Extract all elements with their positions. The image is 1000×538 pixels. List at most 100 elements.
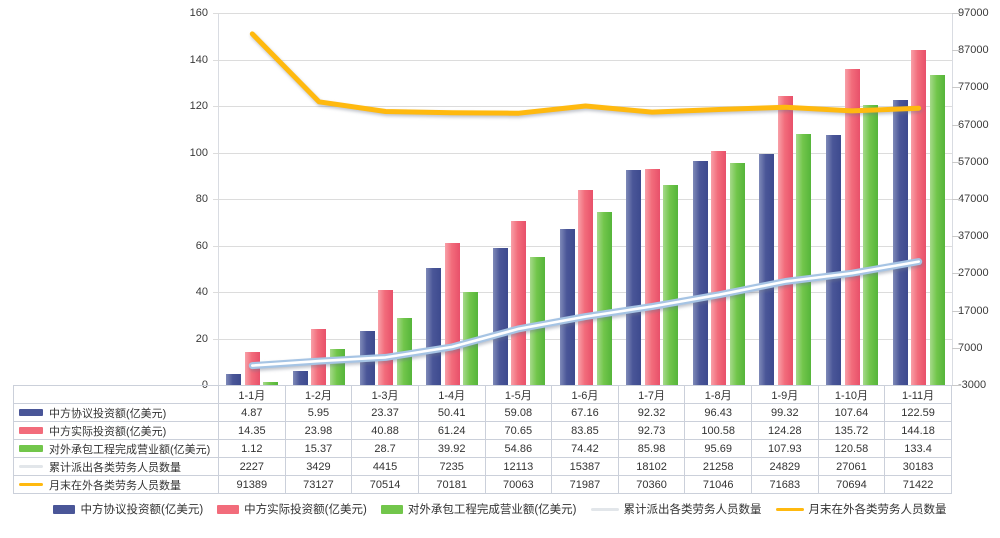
- value-cell: 122.59: [884, 403, 952, 422]
- legend-swatch-icon: [380, 504, 403, 514]
- bar-中方协议投资额(亿美元)-1-10月[interactable]: [826, 134, 842, 385]
- legend-item[interactable]: 中方实际投资额(亿美元): [217, 501, 367, 517]
- right-axis-tick: [952, 347, 961, 349]
- month-header: 1-3月: [351, 385, 419, 404]
- legend-item[interactable]: 对外承包工程完成营业额(亿美元): [380, 501, 577, 517]
- right-axis-tick: [952, 13, 961, 14]
- value-cell: 70360: [617, 475, 686, 494]
- right-axis: -3000 7000 17000 27000 37000 47000 57000 67000 7…: [958, 7, 1000, 391]
- table-row: 中方实际投资额(亿美元) 14.35 23.98 40.88 61.24 70.65 83.…: [13, 421, 952, 440]
- value-cell: 144.18: [884, 421, 952, 440]
- series-swatch-icon: [19, 465, 43, 468]
- line-月末在外各类劳务人员数量[interactable]: [249, 31, 922, 116]
- value-cell: 21258: [684, 457, 752, 476]
- value-cell: 28.7: [351, 439, 419, 458]
- bar-中方协议投资额(亿美元)-1-4月[interactable]: [426, 267, 442, 385]
- month-header: 1-5月: [484, 385, 553, 404]
- series-label-cell: 月末在外各类劳务人员数量: [13, 475, 219, 494]
- legend-item[interactable]: 累计派出各类劳务人员数量: [590, 501, 762, 517]
- value-cell: 4415: [351, 457, 419, 476]
- bar-中方实际投资额(亿美元)-1-8月[interactable]: [711, 151, 727, 385]
- bar-中方实际投资额(亿美元)-1-2月[interactable]: [311, 329, 327, 385]
- value-cell: 70063: [484, 475, 553, 494]
- legend-swatch-icon: [217, 504, 240, 514]
- bar-对外承包工程完成营业额(亿美元)-1-8月[interactable]: [729, 162, 745, 385]
- gridline: [213, 59, 952, 61]
- bar-中方协议投资额(亿美元)-1-8月[interactable]: [692, 160, 708, 385]
- line-core-累计派出各类劳务人员数量[interactable]: [250, 260, 921, 367]
- legend: 中方协议投资额(亿美元) 中方实际投资额(亿美元) 对外承包工程完成营业额(亿美元)…: [0, 501, 1000, 517]
- bar-中方协议投资额(亿美元)-1-1月[interactable]: [226, 373, 242, 385]
- bar-中方实际投资额(亿美元)-1-7月[interactable]: [644, 169, 660, 385]
- bar-中方实际投资额(亿美元)-1-10月[interactable]: [844, 69, 860, 385]
- table-row: 月末在外各类劳务人员数量 91389 73127 70514 70181 70063 719…: [13, 475, 952, 494]
- bar-中方协议投资额(亿美元)-1-5月[interactable]: [492, 247, 508, 385]
- value-cell: 74.42: [551, 439, 619, 458]
- bar-中方协议投资额(亿美元)-1-11月[interactable]: [892, 99, 908, 385]
- bar-中方实际投资额(亿美元)-1-11月[interactable]: [911, 49, 927, 385]
- value-cell: 7235: [417, 457, 486, 476]
- bar-中方实际投资额(亿美元)-1-9月[interactable]: [777, 96, 793, 385]
- bar-对外承包工程完成营业额(亿美元)-1-5月[interactable]: [529, 257, 545, 385]
- bar-中方协议投资额(亿美元)-1-9月[interactable]: [759, 154, 775, 385]
- value-cell: 85.98: [617, 439, 686, 458]
- value-cell: 96.43: [684, 403, 752, 422]
- bar-中方协议投资额(亿美元)-1-6月[interactable]: [559, 228, 575, 385]
- bar-对外承包工程完成营业额(亿美元)-1-10月[interactable]: [863, 104, 879, 385]
- table-row: 对外承包工程完成营业额(亿美元) 1.12 15.37 28.7 39.92 54.86 7…: [13, 439, 952, 458]
- legend-item[interactable]: 中方协议投资额(亿美元): [53, 501, 203, 517]
- value-cell: 71683: [751, 475, 819, 494]
- table-header-row: 1-1月 1-2月 1-3月 1-4月 1-5月 1-6月 1-7月 1-8月 1-9月 1-10…: [13, 385, 952, 404]
- month-header: 1-7月: [617, 385, 686, 404]
- bar-对外承包工程完成营业额(亿美元)-1-6月[interactable]: [596, 211, 612, 385]
- left-axis-label: 100: [189, 146, 208, 159]
- value-cell: 100.58: [684, 421, 752, 440]
- value-cell: 30183: [884, 457, 952, 476]
- left-axis-label: 140: [189, 53, 208, 66]
- value-cell: 73127: [284, 475, 353, 494]
- bar-中方实际投资额(亿美元)-1-5月[interactable]: [511, 220, 527, 385]
- right-axis-label: 17000: [958, 304, 989, 317]
- legend-item[interactable]: 月末在外各类劳务人员数量: [775, 501, 947, 517]
- bar-中方实际投资额(亿美元)-1-6月[interactable]: [578, 190, 593, 385]
- right-axis-label: 87000: [958, 44, 989, 57]
- left-axis-label: 80: [195, 193, 208, 205]
- month-header: 1-10月: [817, 385, 886, 404]
- month-header: 1-2月: [284, 385, 353, 404]
- value-cell: 50.41: [417, 403, 486, 422]
- value-cell: 54.86: [484, 439, 553, 458]
- value-cell: 70514: [351, 475, 419, 494]
- right-axis-label: 37000: [958, 230, 989, 243]
- right-axis-tick: [952, 199, 961, 200]
- data-table: 1-1月 1-2月 1-3月 1-4月 1-5月 1-6月 1-7月 1-8月 1-9月 1-10…: [13, 385, 952, 494]
- value-cell: 24829: [751, 457, 819, 476]
- value-cell: 71422: [884, 475, 952, 494]
- legend-label: 中方协议投资额(亿美元): [80, 504, 204, 516]
- right-axis-tick: [952, 310, 961, 312]
- value-cell: 40.88: [351, 421, 419, 440]
- right-axis-tick: [952, 124, 961, 126]
- bar-对外承包工程完成营业额(亿美元)-1-7月[interactable]: [663, 185, 679, 385]
- bar-中方协议投资额(亿美元)-1-7月[interactable]: [626, 170, 642, 385]
- value-cell: 135.72: [817, 421, 886, 440]
- line-series-layer: [248, 31, 923, 370]
- right-axis-label: 47000: [958, 193, 989, 205]
- right-axis-tick: [952, 50, 961, 52]
- bar-中方实际投资额(亿美元)-1-3月[interactable]: [378, 289, 394, 385]
- value-cell: 5.95: [284, 403, 353, 422]
- left-axis-label: 120: [189, 100, 208, 112]
- value-cell: 15387: [551, 457, 619, 476]
- value-cell: 70181: [417, 475, 486, 494]
- value-cell: 107.64: [817, 403, 886, 422]
- bar-对外承包工程完成营业额(亿美元)-1-11月[interactable]: [929, 74, 945, 385]
- right-axis-label: 57000: [958, 155, 989, 168]
- bar-对外承包工程完成营业额(亿美元)-1-9月[interactable]: [796, 134, 812, 385]
- bar-对外承包工程完成营业额(亿美元)-1-1月[interactable]: [263, 382, 279, 385]
- left-axis-label: 60: [195, 239, 208, 252]
- value-cell: 95.69: [684, 439, 752, 458]
- left-axis-label: 40: [195, 286, 208, 298]
- series-swatch-icon: [19, 483, 43, 486]
- month-header: 1-9月: [751, 385, 819, 404]
- bar-中方协议投资额(亿美元)-1-2月[interactable]: [292, 371, 308, 385]
